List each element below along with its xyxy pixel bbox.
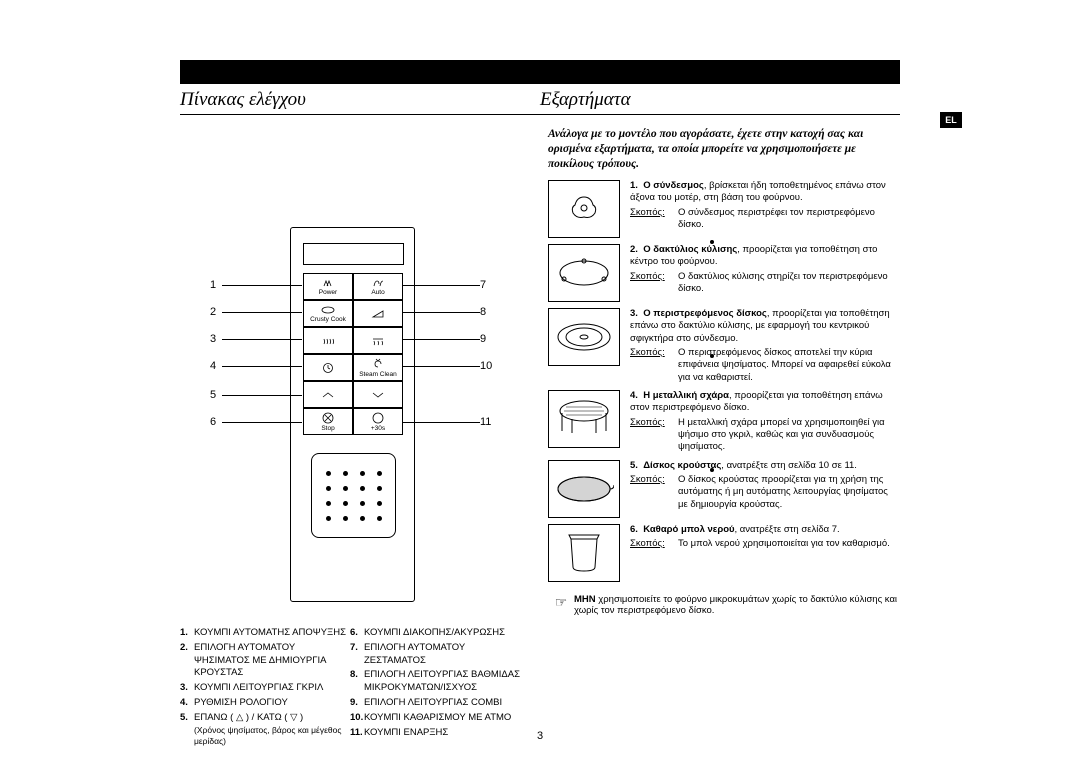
- panel-button: [353, 381, 403, 408]
- header-bar: [180, 60, 900, 84]
- control-panel-diagram: PowerAutoCrusty CookSteam CleanStop+30s …: [180, 127, 520, 617]
- panel-button: Power: [303, 273, 353, 300]
- binding-dots: [710, 240, 714, 582]
- accessory-item: 1. Ο σύνδεσμος, βρίσκεται ήδη τοποθετημέ…: [548, 180, 900, 238]
- legend-item: 3.ΚΟΥΜΠΙ ΛΕΙΤΟΥΡΓΙΑΣ ΓΚΡΙΛ: [180, 682, 350, 695]
- leader-num-right: 8: [480, 306, 486, 318]
- accessory-item: 3. Ο περιστρεφόμενος δίσκος, προορίζεται…: [548, 308, 900, 384]
- page-number: 3: [180, 730, 900, 742]
- leader-num-right: 10: [480, 360, 492, 372]
- leader-num-left: 6: [210, 416, 216, 428]
- dial-panel: [311, 453, 396, 538]
- accessory-text: 1. Ο σύνδεσμος, βρίσκεται ήδη τοποθετημέ…: [630, 180, 900, 238]
- leader-num-left: 1: [210, 279, 216, 291]
- legend-item: 2.ΕΠΙΛΟΓΗ ΑΥΤΟΜΑΤΟΥ ΨΗΣΙΜΑΤΟΣ ΜΕ ΔΗΜΙΟΥΡ…: [180, 642, 350, 680]
- panel-button: [353, 300, 403, 327]
- legend-item: 9.ΕΠΙΛΟΓΗ ΛΕΙΤΟΥΡΓΙΑΣ COMBI: [350, 697, 520, 710]
- accessory-list: 1. Ο σύνδεσμος, βρίσκεται ήδη τοποθετημέ…: [548, 180, 900, 582]
- dial-dots: [324, 469, 384, 523]
- display: [303, 243, 404, 265]
- accessory-thumb: [548, 308, 620, 366]
- accessory-thumb: [548, 390, 620, 448]
- leader-num-left: 3: [210, 333, 216, 345]
- accessory-thumb: [548, 244, 620, 302]
- panel-button: +30s: [353, 408, 403, 435]
- accessory-item: 6. Καθαρό μπολ νερού, ανατρέξτε στη σελί…: [548, 524, 900, 582]
- accessory-item: 4. Η μεταλλική σχάρα, προορίζεται για το…: [548, 390, 900, 454]
- leader-num-left: 2: [210, 306, 216, 318]
- leader-num-right: 7: [480, 279, 486, 291]
- panel-button: [303, 354, 353, 381]
- accessory-text: 4. Η μεταλλική σχάρα, προορίζεται για το…: [630, 390, 900, 454]
- panel-button: [303, 327, 353, 354]
- pointing-hand-icon: ☞: [548, 594, 574, 616]
- legend-col-b: 6.ΚΟΥΜΠΙ ΔΙΑΚΟΠΗΣ/ΑΚΥΡΩΣΗΣ 7.ΕΠΙΛΟΓΗ ΑΥΤΟ…: [350, 627, 520, 740]
- right-column: Ανάλογα με το μοντέλο που αγοράσατε, έχε…: [540, 127, 900, 750]
- lang-badge: EL: [940, 112, 962, 128]
- accessory-text: 5. Δίσκος κρούστας, ανατρέξτε στη σελίδα…: [630, 460, 900, 518]
- left-column: PowerAutoCrusty CookSteam CleanStop+30s …: [180, 127, 540, 750]
- page: Πίνακας ελέγχου Εξαρτήματα EL PowerAutoC…: [180, 60, 900, 740]
- intro-text: Ανάλογα με το μοντέλο που αγοράσατε, έχε…: [548, 127, 900, 172]
- leader-num-right: 9: [480, 333, 486, 345]
- panel-button: [303, 381, 353, 408]
- legend-item: 1.ΚΟΥΜΠΙ ΑΥΤΟΜΑΤΗΣ ΑΠΟΨΥΞΗΣ: [180, 627, 350, 640]
- panel-button: Auto: [353, 273, 403, 300]
- note-body: χρησιμοποιείτε το φούρνο μικροκυμάτων χω…: [574, 594, 897, 616]
- titles: Πίνακας ελέγχου Εξαρτήματα: [180, 89, 900, 115]
- legend-item: 10.ΚΟΥΜΠΙ ΚΑΘΑΡΙΣΜΟΥ ΜΕ ΑΤΜΟ: [350, 712, 520, 725]
- leader-num-right: 11: [480, 416, 491, 428]
- panel-button: [353, 327, 403, 354]
- accessory-thumb: [548, 180, 620, 238]
- legend-item: 4.ΡΥΘΜΙΣΗ ΡΟΛΟΓΙΟΥ: [180, 697, 350, 710]
- note: ☞ ΜΗΝ χρησιμοποιείτε το φούρνο μικροκυμά…: [548, 594, 900, 616]
- leader-num-left: 5: [210, 389, 216, 401]
- leader-num-left: 4: [210, 360, 216, 372]
- button-grid: PowerAutoCrusty CookSteam CleanStop+30s: [303, 273, 403, 435]
- legend-item: 8.ΕΠΙΛΟΓΗ ΛΕΙΤΟΥΡΓΙΑΣ ΒΑΘΜΙΔΑΣ ΜΙΚΡΟΚΥΜΑ…: [350, 669, 520, 695]
- accessory-thumb: [548, 524, 620, 582]
- legend-item: 6.ΚΟΥΜΠΙ ΔΙΑΚΟΠΗΣ/ΑΚΥΡΩΣΗΣ: [350, 627, 520, 640]
- accessory-text: 2. Ο δακτύλιος κύλισης, προορίζεται για …: [630, 244, 900, 302]
- panel-outline: PowerAutoCrusty CookSteam CleanStop+30s: [290, 227, 415, 602]
- legend-item: 7.ΕΠΙΛΟΓΗ ΑΥΤΟΜΑΤΟΥ ΖΕΣΤΑΜΑΤΟΣ: [350, 642, 520, 668]
- accessory-thumb: [548, 460, 620, 518]
- accessory-item: 2. Ο δακτύλιος κύλισης, προορίζεται για …: [548, 244, 900, 302]
- title-right: Εξαρτήματα: [540, 89, 900, 115]
- panel-button: Crusty Cook: [303, 300, 353, 327]
- title-left: Πίνακας ελέγχου: [180, 89, 540, 115]
- accessory-item: 5. Δίσκος κρούστας, ανατρέξτε στη σελίδα…: [548, 460, 900, 518]
- note-bold: ΜΗΝ: [574, 594, 596, 605]
- panel-button: Stop: [303, 408, 353, 435]
- accessory-text: 6. Καθαρό μπολ νερού, ανατρέξτε στη σελί…: [630, 524, 890, 582]
- accessory-text: 3. Ο περιστρεφόμενος δίσκος, προορίζεται…: [630, 308, 900, 384]
- note-text: ΜΗΝ χρησιμοποιείτε το φούρνο μικροκυμάτω…: [574, 594, 900, 616]
- panel-button: Steam Clean: [353, 354, 403, 381]
